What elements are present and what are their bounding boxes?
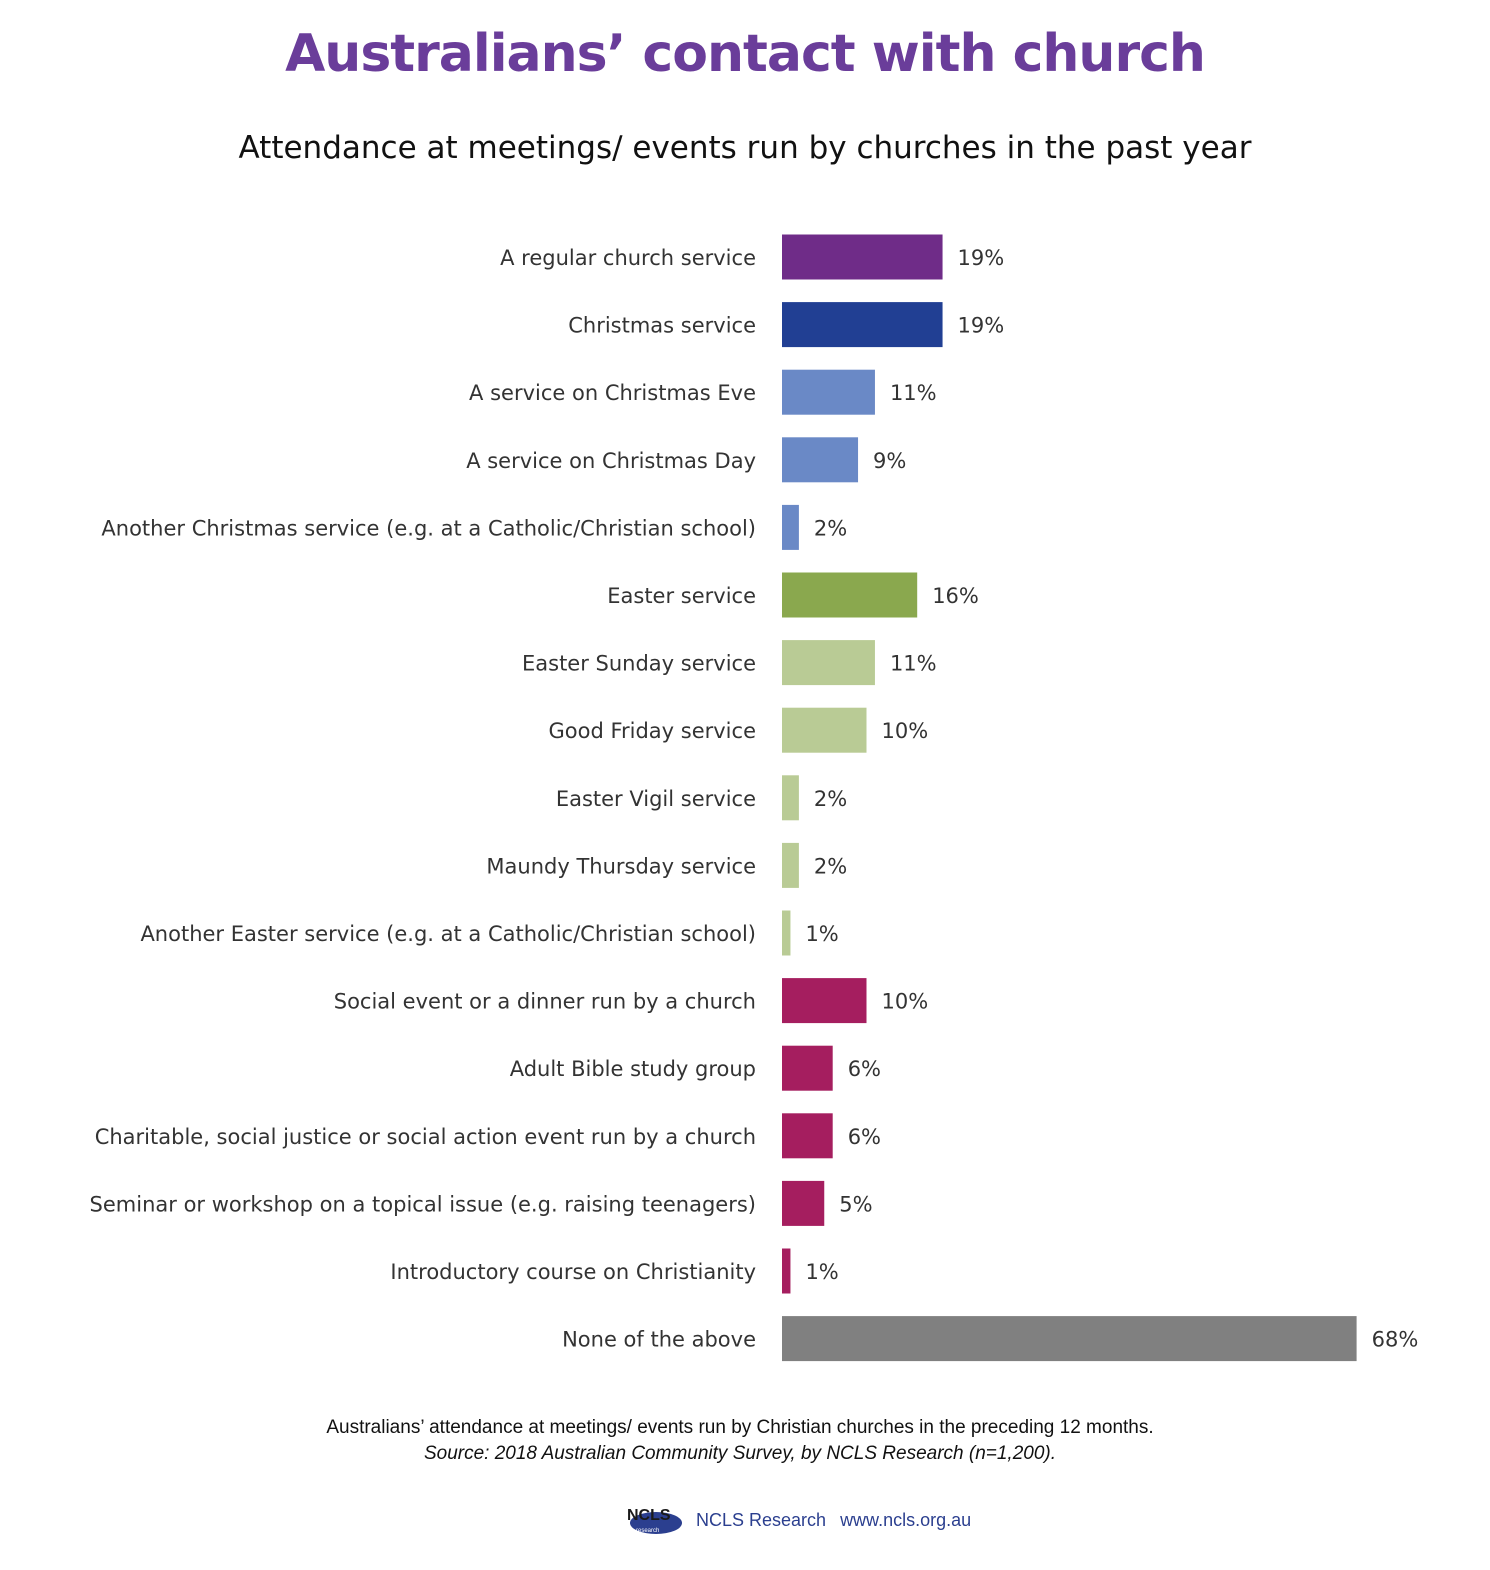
- bar: [782, 640, 875, 686]
- category-label: Easter Vigil service: [556, 787, 756, 811]
- bar: [782, 842, 799, 888]
- value-label: 68%: [1372, 1328, 1419, 1352]
- value-label: 1%: [805, 1260, 838, 1284]
- value-label: 6%: [848, 1057, 881, 1081]
- bar: [782, 1316, 1357, 1362]
- bar: [782, 302, 943, 348]
- chart-title: Australians’ contact with church: [285, 24, 1206, 84]
- bar-chart: A regular church service 19% Christmas ser…: [90, 234, 1419, 1362]
- bar: [782, 234, 943, 280]
- value-label: 9%: [873, 449, 906, 473]
- category-label: Adult Bible study group: [510, 1057, 756, 1081]
- bar: [782, 1248, 791, 1294]
- value-label: 10%: [882, 719, 929, 743]
- category-label: Social event or a dinner run by a church: [334, 990, 756, 1014]
- category-label: Easter Sunday service: [522, 652, 756, 676]
- bar: [782, 504, 799, 550]
- category-label: Another Easter service (e.g. at a Cathol…: [140, 922, 756, 946]
- bar: [782, 775, 799, 821]
- bar: [782, 369, 875, 415]
- value-label: 2%: [814, 516, 847, 540]
- value-label: 2%: [814, 854, 847, 878]
- value-label: 11%: [890, 381, 937, 405]
- category-label: Maundy Thursday service: [486, 854, 756, 878]
- value-label: 19%: [958, 314, 1005, 338]
- value-label: 6%: [848, 1125, 881, 1149]
- category-label: A regular church service: [500, 246, 756, 270]
- value-label: 5%: [839, 1192, 872, 1216]
- bar: [782, 978, 867, 1024]
- bar: [782, 1180, 825, 1226]
- value-label: 1%: [805, 922, 838, 946]
- bar: [782, 707, 867, 753]
- value-label: 2%: [814, 787, 847, 811]
- footer-branding: NCLS research NCLS Research www.ncls.org…: [624, 1500, 985, 1540]
- bar: [782, 437, 859, 483]
- category-label: Another Christmas service (e.g. at a Cat…: [101, 516, 756, 540]
- category-label: Charitable, social justice or social act…: [95, 1125, 756, 1149]
- bar: [782, 1113, 833, 1159]
- website-link[interactable]: www.ncls.org.au: [840, 1509, 972, 1530]
- category-label: Seminar or workshop on a topical issue (…: [90, 1192, 756, 1216]
- value-label: 11%: [890, 652, 937, 676]
- bar: [782, 1045, 833, 1091]
- category-label: Easter service: [607, 584, 756, 608]
- chart-subtitle: Attendance at meetings/ events run by ch…: [238, 130, 1252, 166]
- chart-caption: Australians’ attendance at meetings/ eve…: [326, 1417, 1154, 1438]
- category-label: A service on Christmas Day: [466, 449, 756, 473]
- category-label: A service on Christmas Eve: [469, 381, 756, 405]
- category-label: Christmas service: [568, 314, 756, 338]
- org-name: NCLS Research: [696, 1509, 827, 1530]
- value-label: 16%: [932, 584, 979, 608]
- category-label: Introductory course on Christianity: [390, 1260, 756, 1284]
- category-label: Good Friday service: [548, 719, 756, 743]
- logo-text: NCLS: [627, 1507, 671, 1524]
- bar: [782, 572, 918, 618]
- value-label: 10%: [882, 990, 929, 1014]
- chart-source: Source: 2018 Australian Community Survey…: [423, 1443, 1057, 1464]
- bars-layer: A regular church service 19% Christmas ser…: [90, 234, 1419, 1362]
- logo-subtext: research: [636, 1528, 659, 1534]
- category-label: None of the above: [562, 1328, 756, 1352]
- value-label: 19%: [958, 246, 1005, 270]
- bar: [782, 910, 791, 956]
- ncls-logo: NCLS research: [627, 1507, 682, 1534]
